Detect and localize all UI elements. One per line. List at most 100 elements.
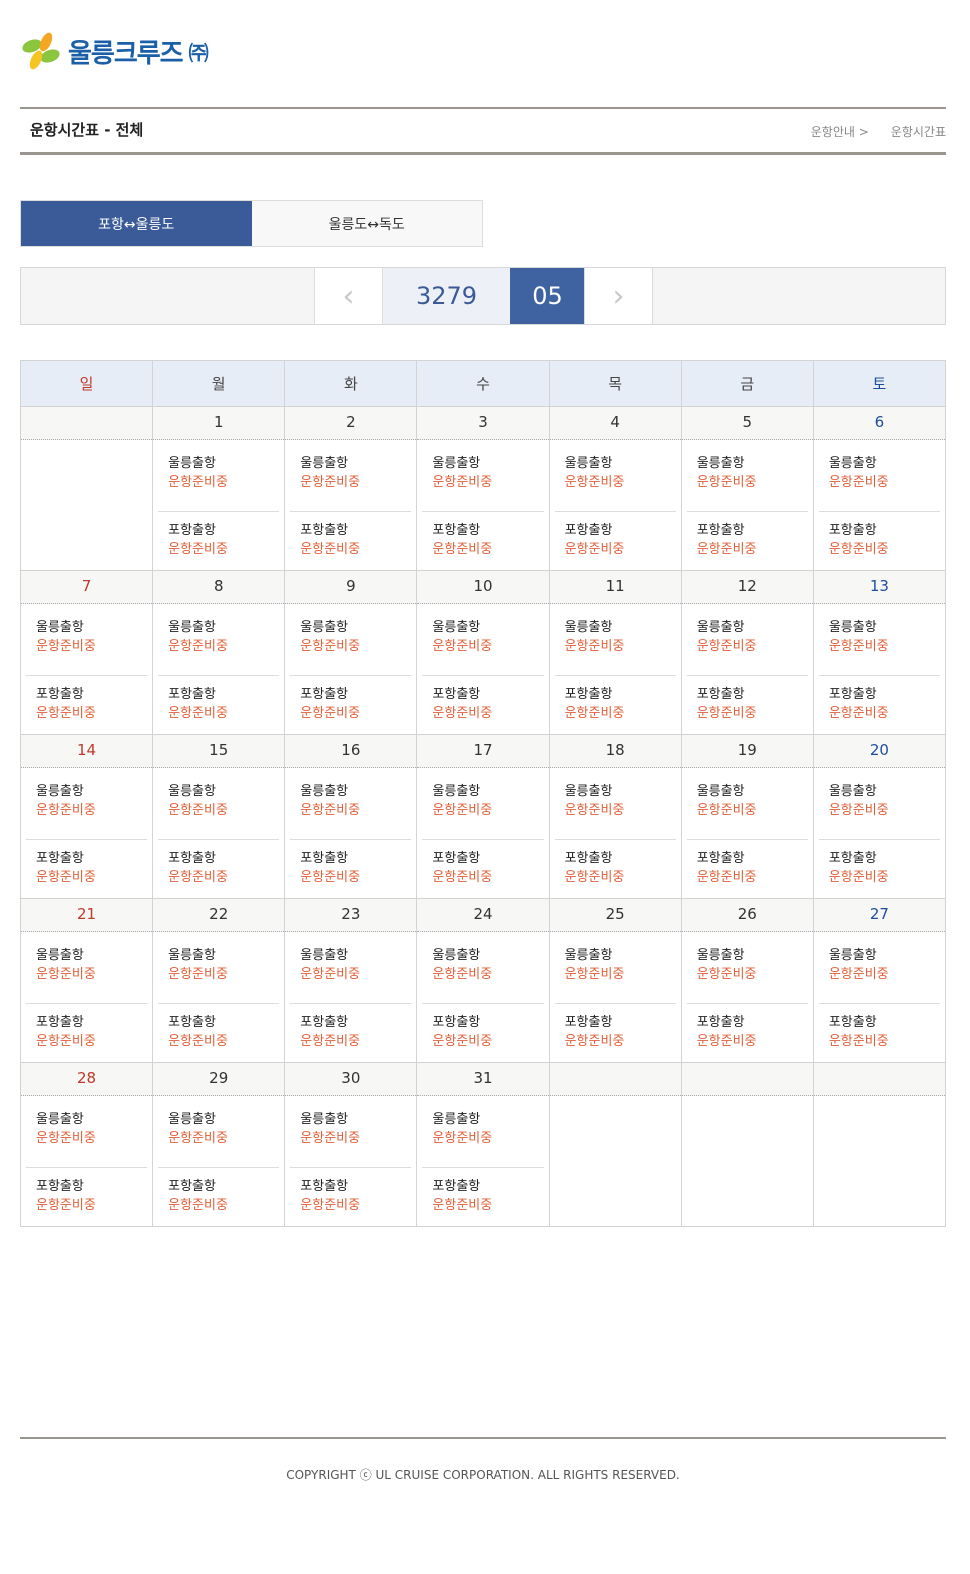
trip-status: 운항준비중	[168, 1131, 228, 1146]
trip-item[interactable]: 포항출항 운항준비중	[26, 1003, 148, 1062]
trip-item[interactable]: 포항출항 운항준비중	[686, 839, 808, 898]
trip-item[interactable]: 포항출항 운항준비중	[554, 675, 676, 734]
trip-route: 울릉출항	[300, 1112, 349, 1127]
week-date-row: 21 22 23 24 25 26 27	[19, 898, 947, 932]
trip-item[interactable]: 울릉출항 운항준비중	[26, 944, 147, 1003]
trip-route: 울릉출항	[168, 456, 216, 471]
trip-item[interactable]: 울릉출항 운항준비중	[687, 616, 808, 675]
trip-item[interactable]: 포항출항 운항준비중	[554, 511, 676, 570]
logo-suffix: ㈜	[188, 40, 209, 65]
trip-route: 울릉출항	[300, 620, 349, 635]
trip-item[interactable]: 포항출항 운항준비중	[158, 839, 280, 898]
trip-item[interactable]: 포항출항 운항준비중	[158, 1003, 280, 1062]
trip-item[interactable]: 울릉출항 운항준비중	[290, 780, 411, 839]
tab-pohang-ulleungdo[interactable]: 포항↔울릉도	[21, 201, 252, 246]
trip-item[interactable]: 포항출항 운항준비중	[26, 839, 148, 898]
trip-item[interactable]: 울릉출항 운항준비중	[158, 1108, 279, 1167]
year-display: 3279	[383, 268, 510, 324]
trip-item[interactable]: 포항출항 운항준비중	[818, 675, 940, 734]
trip-item[interactable]: 포항출항 운항준비중	[554, 839, 676, 898]
trip-route: 포항출항	[564, 687, 613, 702]
trip-item[interactable]: 포항출항 운항준비중	[422, 511, 544, 570]
trip-item[interactable]: 포항출항 운항준비중	[818, 1003, 940, 1062]
trip-item[interactable]: 포항출항 운항준비중	[686, 1003, 808, 1062]
trip-item[interactable]: 포항출항 운항준비중	[422, 1003, 544, 1062]
trip-route: 울릉출항	[564, 784, 613, 799]
trip-item[interactable]: 포항출항 운항준비중	[686, 511, 808, 570]
trip-route: 포항출항	[432, 1179, 481, 1194]
trip-item[interactable]: 울릉출항 운항준비중	[422, 452, 543, 511]
trip-item[interactable]: 울릉출항 운항준비중	[290, 616, 411, 675]
trip-item[interactable]: 포항출항 운항준비중	[290, 839, 412, 898]
trip-item[interactable]: 울릉출항 운항준비중	[422, 1108, 543, 1167]
trip-item[interactable]: 포항출항 운항준비중	[26, 675, 148, 734]
day-number: 15	[152, 734, 286, 768]
day-number: 12	[680, 570, 814, 604]
trip-item[interactable]: 울릉출항 운항준비중	[422, 616, 543, 675]
trip-item[interactable]: 울릉출항 운항준비중	[819, 452, 940, 511]
trip-item[interactable]: 울릉출항 운항준비중	[422, 944, 543, 1003]
trip-item[interactable]: 울릉출항 운항준비중	[290, 1108, 411, 1167]
day-cell: 울릉출항 운항준비중 포항출항 운항준비중	[416, 767, 550, 899]
trip-item[interactable]: 포항출항 운항준비중	[422, 1167, 544, 1226]
trip-route: 울릉출항	[432, 456, 481, 471]
trip-status: 운항준비중	[696, 803, 757, 818]
trip-route: 울릉출항	[36, 948, 84, 963]
trip-item[interactable]: 울릉출항 운항준비중	[687, 452, 808, 511]
trip-item[interactable]: 울릉출항 운항준비중	[687, 944, 808, 1003]
trip-item[interactable]: 포항출항 운항준비중	[818, 839, 940, 898]
trip-status: 운항준비중	[564, 803, 625, 818]
trip-route: 포항출항	[168, 1015, 216, 1030]
trip-route: 포항출항	[696, 851, 745, 866]
day-cell: 울릉출항 운항준비중 포항출항 운항준비중	[284, 767, 418, 899]
trip-item[interactable]: 포항출항 운항준비중	[554, 1003, 676, 1062]
trip-item[interactable]: 울릉출항 운항준비중	[158, 780, 279, 839]
trip-item[interactable]: 포항출항 운항준비중	[158, 675, 280, 734]
trip-item[interactable]: 포항출항 운항준비중	[26, 1167, 148, 1226]
trip-route: 울릉출항	[828, 456, 877, 471]
trip-item[interactable]: 울릉출항 운항준비중	[290, 452, 411, 511]
trip-item[interactable]: 울릉출항 운항준비중	[290, 944, 411, 1003]
trip-item[interactable]: 포항출항 운항준비중	[158, 1167, 280, 1226]
day-cell: 울릉출항 운항준비중 포항출항 운항준비중	[284, 439, 418, 571]
next-month-button[interactable]: ›	[584, 268, 653, 324]
trip-status: 운항준비중	[696, 542, 757, 557]
trip-item[interactable]: 포항출항 운항준비중	[290, 511, 412, 570]
trip-item[interactable]: 울릉출항 운항준비중	[26, 616, 147, 675]
trip-status: 운항준비중	[300, 803, 361, 818]
trip-item[interactable]: 포항출항 운항준비중	[290, 675, 412, 734]
trip-item[interactable]: 포항출항 운항준비중	[158, 511, 280, 570]
trip-item[interactable]: 울릉출항 운항준비중	[687, 780, 808, 839]
trip-item[interactable]: 포항출항 운항준비중	[290, 1003, 412, 1062]
trip-item[interactable]: 울릉출항 운항준비중	[555, 944, 676, 1003]
trip-route: 울릉출항	[432, 620, 481, 635]
trip-item[interactable]: 울릉출항 운항준비중	[555, 452, 676, 511]
trip-item[interactable]: 울릉출항 운항준비중	[819, 616, 940, 675]
day-number	[548, 1062, 682, 1096]
trip-item[interactable]: 포항출항 운항준비중	[422, 675, 544, 734]
trip-item[interactable]: 포항출항 운항준비중	[422, 839, 544, 898]
trip-item[interactable]: 울릉출항 운항준비중	[555, 616, 676, 675]
trip-item[interactable]: 울릉출항 운항준비중	[422, 780, 543, 839]
trip-item[interactable]: 울릉출항 운항준비중	[26, 780, 147, 839]
breadcrumb-item[interactable]: 운항시간표	[890, 125, 946, 139]
week-schedule-row: 울릉출항 운항준비중 포항출항 운항준비중 울릉출항 운항준비중 포항출항 운항준비중 울릉출항…	[19, 603, 947, 735]
weekday-header: 수	[416, 360, 550, 407]
trip-item[interactable]: 포항출항 운항준비중	[686, 675, 808, 734]
tab-ulleungdo-dokdo[interactable]: 울릉도↔독도	[251, 201, 482, 246]
day-cell: 울릉출항 운항준비중 포항출항 운항준비중	[416, 931, 550, 1063]
trip-item[interactable]: 포항출항 운항준비중	[290, 1167, 412, 1226]
logo[interactable]: 울릉크루즈 ㈜	[20, 30, 209, 72]
trip-item[interactable]: 울릉출항 운항준비중	[158, 452, 279, 511]
day-number: 20	[812, 734, 947, 768]
trip-item[interactable]: 울릉출항 운항준비중	[26, 1108, 147, 1167]
prev-month-button[interactable]: ‹	[314, 268, 383, 324]
trip-item[interactable]: 울릉출항 운항준비중	[819, 944, 940, 1003]
trip-item[interactable]: 울릉출항 운항준비중	[819, 780, 940, 839]
trip-item[interactable]: 울릉출항 운항준비중	[158, 944, 279, 1003]
breadcrumb-item[interactable]: 운항안내 >	[810, 125, 869, 139]
trip-item[interactable]: 포항출항 운항준비중	[818, 511, 940, 570]
trip-item[interactable]: 울릉출항 운항준비중	[158, 616, 279, 675]
trip-status: 운항준비중	[564, 870, 625, 885]
